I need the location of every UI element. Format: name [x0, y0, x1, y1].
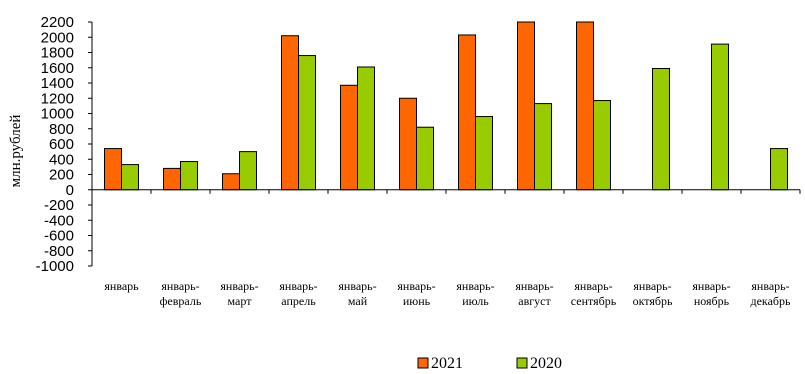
x-tick-label: январь-март — [220, 279, 258, 308]
x-tick-label: январь-июль — [456, 279, 494, 308]
bar-2021-2 — [163, 167, 181, 191]
bar-2020-6 — [416, 126, 434, 191]
bar-2020-8 — [534, 103, 552, 191]
y-axis-title: млн.рублей — [8, 115, 24, 188]
y-tick-label: -600 — [44, 228, 74, 245]
x-tick-label: январь-апрель — [279, 279, 317, 308]
legend-swatch-2020 — [516, 357, 528, 369]
bar-2021-5 — [340, 84, 358, 191]
y-tick-label: 1200 — [41, 90, 74, 107]
x-tick-label: январь-июнь — [397, 279, 435, 308]
legend-swatch-2021 — [417, 357, 429, 369]
y-tick-label: 800 — [49, 121, 74, 138]
bar-2020-10 — [652, 68, 670, 191]
x-tick-label: январь-декабрь — [751, 279, 792, 308]
bar-2020-7 — [475, 116, 493, 191]
bar-2020-12 — [770, 148, 788, 191]
bar-2020-9 — [593, 100, 611, 191]
bar-2021-4 — [281, 35, 299, 191]
legend-label-2020: 2020 — [530, 355, 562, 372]
bar-2020-11 — [711, 43, 729, 191]
bar-2021-7 — [458, 34, 476, 191]
y-tick-label: 200 — [49, 167, 74, 184]
y-tick-label: -800 — [44, 243, 74, 260]
y-tick-label: 400 — [49, 151, 74, 168]
bar-2021-3 — [222, 173, 240, 191]
legend: 2021 2020 — [417, 355, 562, 372]
bar-2021-1 — [104, 148, 122, 191]
bar-2021-8 — [517, 21, 535, 191]
x-tick-label: январь-май — [338, 279, 376, 308]
bar-2021-9 — [576, 21, 594, 191]
bar-2020-3 — [239, 151, 257, 191]
x-tick-label: январь-февраль — [160, 279, 202, 308]
x-tick-label: январь-ноябрь — [692, 279, 730, 308]
y-tick-label: 2000 — [41, 29, 74, 46]
y-tick-label: 0 — [66, 182, 74, 199]
x-tick-label: январь-октябрь — [633, 279, 673, 308]
bar-2020-1 — [121, 164, 139, 191]
y-tick-label: 2200 — [41, 14, 74, 31]
y-tick-label: 1800 — [41, 45, 74, 62]
x-tick-label: январь-август — [515, 279, 553, 308]
bar-2021-6 — [399, 97, 417, 191]
y-tick-label: -200 — [44, 197, 74, 214]
x-tick-label: январь-сентябрь — [571, 279, 617, 308]
chart-axes — [88, 21, 801, 267]
y-tick-label: -1000 — [36, 258, 74, 275]
bar-2020-4 — [298, 55, 316, 191]
y-tick-label: -400 — [44, 212, 74, 229]
x-tick-label: январь — [104, 279, 139, 293]
legend-label-2021: 2021 — [431, 355, 463, 372]
chart-bars — [104, 21, 788, 191]
x-axis-ticks: январь январь-февраль январь-март январь-ап… — [104, 279, 791, 308]
bar-2020-2 — [180, 161, 198, 191]
bar-2020-5 — [357, 66, 375, 191]
y-tick-label: 1600 — [41, 60, 74, 77]
y-tick-label: 1000 — [41, 106, 74, 123]
y-axis-ticks: -1000-800-600-400-2000200400600800100012… — [36, 14, 74, 275]
y-tick-label: 600 — [49, 136, 74, 153]
y-tick-label: 1400 — [41, 75, 74, 92]
